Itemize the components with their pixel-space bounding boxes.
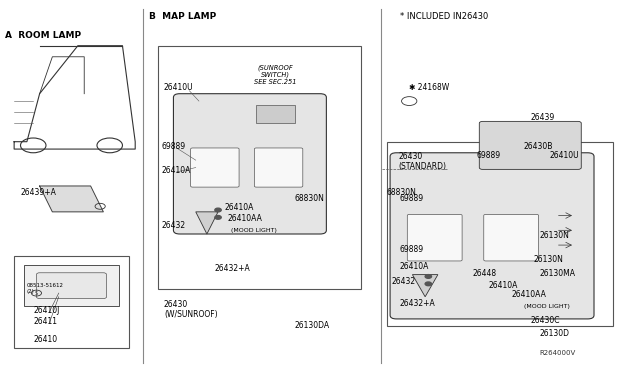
- Text: 26130N: 26130N: [534, 255, 563, 264]
- Text: 26410U: 26410U: [549, 151, 579, 160]
- Text: 26432+A: 26432+A: [399, 299, 435, 308]
- Text: 26411: 26411: [33, 317, 57, 327]
- Text: 26410: 26410: [33, 335, 58, 344]
- Text: 69889: 69889: [476, 151, 500, 160]
- Text: 26410A: 26410A: [399, 262, 429, 271]
- FancyBboxPatch shape: [390, 153, 594, 319]
- FancyBboxPatch shape: [191, 148, 239, 187]
- Text: A  ROOM LAMP: A ROOM LAMP: [4, 31, 81, 40]
- Polygon shape: [196, 212, 218, 234]
- FancyBboxPatch shape: [173, 94, 326, 234]
- Text: 26432: 26432: [162, 221, 186, 231]
- Text: 69889: 69889: [399, 194, 424, 203]
- Text: 68830N: 68830N: [294, 194, 324, 203]
- Text: 26432+A: 26432+A: [215, 264, 251, 273]
- Circle shape: [215, 215, 221, 219]
- Text: 26130D: 26130D: [540, 328, 570, 337]
- Text: 69889: 69889: [399, 246, 424, 254]
- Text: 26410U: 26410U: [164, 83, 193, 92]
- Text: 26130DA: 26130DA: [294, 321, 330, 330]
- FancyBboxPatch shape: [479, 121, 581, 169]
- Text: R264000V: R264000V: [540, 350, 576, 356]
- Text: 26410A: 26410A: [225, 203, 254, 212]
- Text: (SUNROOF
SWITCH)
SEE SEC.251: (SUNROOF SWITCH) SEE SEC.251: [254, 64, 297, 85]
- Polygon shape: [40, 186, 103, 212]
- Text: 26410J: 26410J: [33, 307, 60, 315]
- Text: (MOOD LIGHT): (MOOD LIGHT): [231, 228, 276, 233]
- Text: 68830N: 68830N: [387, 188, 417, 197]
- Text: 69889: 69889: [162, 142, 186, 151]
- Text: 26130MA: 26130MA: [540, 269, 576, 279]
- Text: 26430B: 26430B: [524, 142, 554, 151]
- Text: (MOOD LIGHT): (MOOD LIGHT): [524, 304, 570, 309]
- Text: 26439: 26439: [531, 113, 554, 122]
- Text: 26130N: 26130N: [540, 231, 570, 240]
- FancyBboxPatch shape: [256, 105, 294, 123]
- Text: 26430C: 26430C: [531, 315, 560, 325]
- FancyBboxPatch shape: [407, 214, 462, 261]
- Text: 26448: 26448: [473, 269, 497, 279]
- Text: ✱ 24168W: ✱ 24168W: [409, 83, 449, 92]
- Text: 26430
(STANDARD): 26430 (STANDARD): [398, 152, 446, 171]
- FancyBboxPatch shape: [254, 148, 303, 187]
- Text: 26439+A: 26439+A: [20, 188, 56, 197]
- FancyBboxPatch shape: [24, 265, 119, 306]
- FancyBboxPatch shape: [36, 273, 106, 299]
- Text: * INCLUDED IN26430: * INCLUDED IN26430: [399, 13, 488, 22]
- Text: 26410AA: 26410AA: [511, 290, 546, 299]
- Polygon shape: [412, 275, 438, 297]
- Circle shape: [215, 208, 221, 212]
- Circle shape: [425, 275, 431, 278]
- FancyBboxPatch shape: [484, 214, 539, 261]
- Text: 26432: 26432: [392, 277, 415, 286]
- Text: 26410A: 26410A: [489, 280, 518, 289]
- Circle shape: [425, 282, 431, 286]
- Text: 26410AA: 26410AA: [228, 214, 262, 223]
- Text: 26410A: 26410A: [162, 166, 191, 175]
- Text: S: S: [35, 291, 38, 296]
- Text: B  MAP LAMP: B MAP LAMP: [149, 13, 216, 22]
- Text: 08513-51612
(2): 08513-51612 (2): [27, 283, 64, 294]
- Text: 26430
(W/SUNROOF): 26430 (W/SUNROOF): [164, 300, 218, 319]
